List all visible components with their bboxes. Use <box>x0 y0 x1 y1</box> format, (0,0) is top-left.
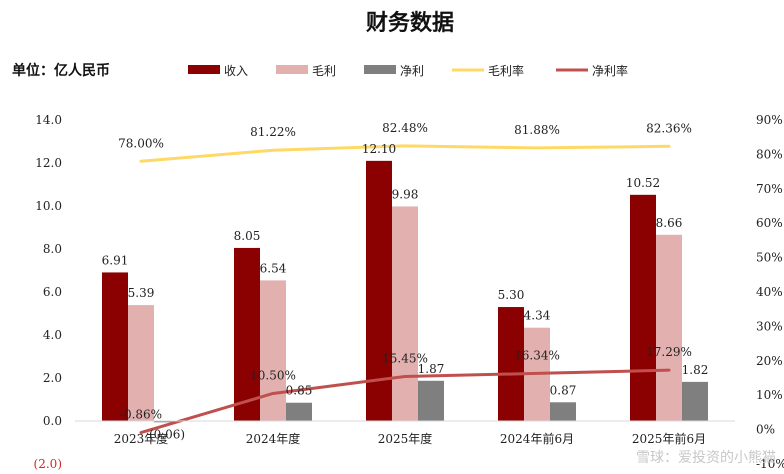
right-axis: -10% 0% 10% 20% 30% 40% 50% 60% 70% 80% 90% <box>756 113 784 471</box>
legend-label: 净利 <box>400 64 424 78</box>
right-tick-label: 70% <box>756 182 783 196</box>
bar-净利 <box>154 421 180 423</box>
bar-value-label: 6.54 <box>260 261 287 275</box>
bar-value-label: 0.87 <box>550 383 577 397</box>
line-净利率 <box>139 368 671 435</box>
left-tick-label: 8.0 <box>43 242 62 256</box>
x-tick-label: 2023年度 <box>114 431 169 446</box>
right-tick-label: 90% <box>756 113 783 127</box>
line-value-label: 17.29% <box>646 345 692 359</box>
watermark: 雪球：爱投资的小熊猫 <box>636 450 776 466</box>
bar-value-label: 1.87 <box>418 362 445 376</box>
bar-value-label: 0.85 <box>286 384 313 398</box>
right-tick-label: 40% <box>756 285 783 299</box>
x-tick-label: 2025年度 <box>378 431 433 446</box>
bar-毛利 <box>128 305 154 421</box>
right-tick-label: 0% <box>756 423 775 437</box>
bar-收入 <box>234 247 260 421</box>
legend-label: 毛利 <box>312 64 336 78</box>
line-value-label: 10.50% <box>250 368 296 382</box>
chart-title: 财务数据 <box>366 10 454 36</box>
x-tick-label: 2025年前6月 <box>632 431 706 446</box>
legend: 收入 毛利 净利 毛利率 净利率 <box>188 63 628 78</box>
legend-swatch-收入 <box>188 65 220 74</box>
legend-swatch-净利 <box>364 65 396 74</box>
x-axis: 2023年度 2024年度 2025年度 2024年前6月 2025年前6月 <box>75 420 735 446</box>
line-value-label: 82.36% <box>646 121 692 135</box>
bar-毛利 <box>392 206 418 421</box>
legend-label: 净利率 <box>592 63 628 78</box>
bar-收入 <box>630 194 656 421</box>
bar-value-label: 4.34 <box>524 309 551 323</box>
left-tick-label: 10.0 <box>35 199 62 213</box>
left-tick-label: 14.0 <box>35 113 62 127</box>
bar-毛利 <box>656 234 682 421</box>
bar-value-label: 8.05 <box>234 229 261 243</box>
right-tick-label: 20% <box>756 354 783 368</box>
line-value-label: 81.22% <box>250 125 296 139</box>
legend-swatch-毛利 <box>276 65 308 74</box>
bar-净利 <box>550 402 576 421</box>
data-labels: 6.91 8.05 12.10 5.30 10.52 5.39 6.54 9.98 4.34 8.… <box>102 121 709 441</box>
line-value-label: 78.00% <box>118 136 164 150</box>
left-axis: (2.0) 0.0 2.0 4.0 6.0 8.0 10.0 12.0 14.0 <box>34 113 62 471</box>
line-毛利率 <box>139 144 671 163</box>
bar-value-label: 10.52 <box>626 176 660 190</box>
line-value-label: 16.34% <box>514 348 560 362</box>
bar-净利 <box>286 402 312 421</box>
line-value-label: 82.48% <box>382 121 428 135</box>
line-value-label: -0.86% <box>120 408 162 422</box>
right-tick-label: 10% <box>756 388 783 402</box>
right-tick-label: -10% <box>756 457 784 471</box>
left-tick-label: 12.0 <box>35 156 62 170</box>
bar-value-label: 8.66 <box>656 216 683 230</box>
right-tick-label: 30% <box>756 319 783 333</box>
bar-value-label: 5.39 <box>128 286 155 300</box>
unit-label: 单位：亿人民币 <box>12 62 110 79</box>
bar-value-label: 5.30 <box>498 288 525 302</box>
right-tick-label: 80% <box>756 147 783 161</box>
line-value-label: 81.88% <box>514 123 560 137</box>
left-tick-label: 0.0 <box>43 414 62 428</box>
line-series <box>139 144 671 435</box>
right-tick-label: 50% <box>756 251 783 265</box>
x-tick-label: 2024年度 <box>246 431 301 446</box>
bar-value-label: 12.10 <box>362 142 396 156</box>
x-tick-label: 2024年前6月 <box>500 431 574 446</box>
legend-label: 毛利率 <box>488 63 524 78</box>
bar-收入 <box>498 307 524 421</box>
bar-净利 <box>682 381 708 421</box>
bar-净利 <box>418 380 444 421</box>
left-tick-label: 6.0 <box>43 285 62 299</box>
legend-label: 收入 <box>224 64 248 78</box>
bar-value-label: 9.98 <box>392 187 419 201</box>
left-tick-label: (2.0) <box>34 457 62 471</box>
bar-value-label: 6.91 <box>102 253 129 267</box>
left-tick-label: 4.0 <box>43 328 62 342</box>
bar-收入 <box>102 272 128 421</box>
line-value-label: 15.45% <box>382 351 428 365</box>
bar-value-label: 1.82 <box>682 363 709 377</box>
bar-value-label: (0.06) <box>149 427 185 441</box>
left-tick-label: 2.0 <box>43 371 62 385</box>
bar-毛利 <box>260 280 286 421</box>
right-tick-label: 60% <box>756 216 783 230</box>
